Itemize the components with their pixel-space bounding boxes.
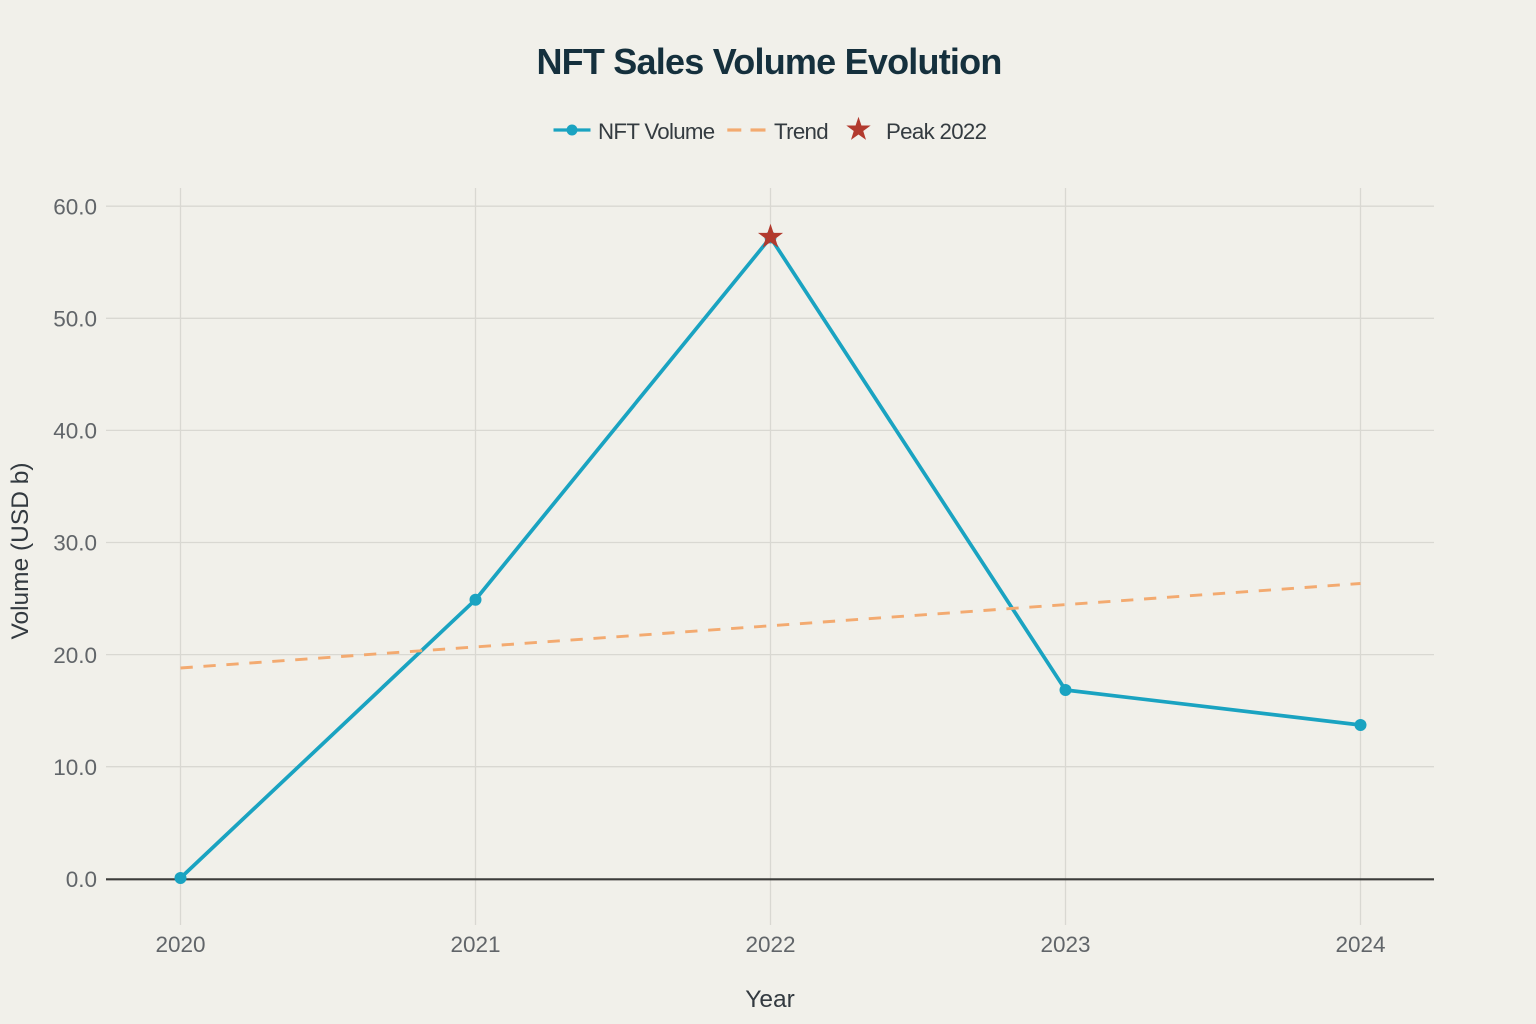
svg-text:2023: 2023 xyxy=(1040,932,1090,957)
svg-text:30.0: 30.0 xyxy=(53,531,97,556)
svg-text:NFT Sales Volume Evolution: NFT Sales Volume Evolution xyxy=(536,41,1001,82)
svg-text:60.0: 60.0 xyxy=(53,194,97,219)
svg-text:Peak 2022: Peak 2022 xyxy=(886,119,987,144)
svg-text:NFT Volume: NFT Volume xyxy=(598,119,715,144)
svg-text:2020: 2020 xyxy=(155,932,205,957)
svg-text:0.0: 0.0 xyxy=(66,867,97,892)
svg-text:2024: 2024 xyxy=(1335,932,1385,957)
svg-text:Trend: Trend xyxy=(774,119,828,144)
svg-text:10.0: 10.0 xyxy=(53,755,97,780)
svg-text:20.0: 20.0 xyxy=(53,643,97,668)
svg-text:50.0: 50.0 xyxy=(53,307,97,332)
svg-text:Year: Year xyxy=(745,986,795,1013)
svg-text:2021: 2021 xyxy=(450,932,500,957)
svg-text:40.0: 40.0 xyxy=(53,419,97,444)
svg-text:2022: 2022 xyxy=(745,932,795,957)
svg-text:Volume (USD b): Volume (USD b) xyxy=(7,462,34,639)
